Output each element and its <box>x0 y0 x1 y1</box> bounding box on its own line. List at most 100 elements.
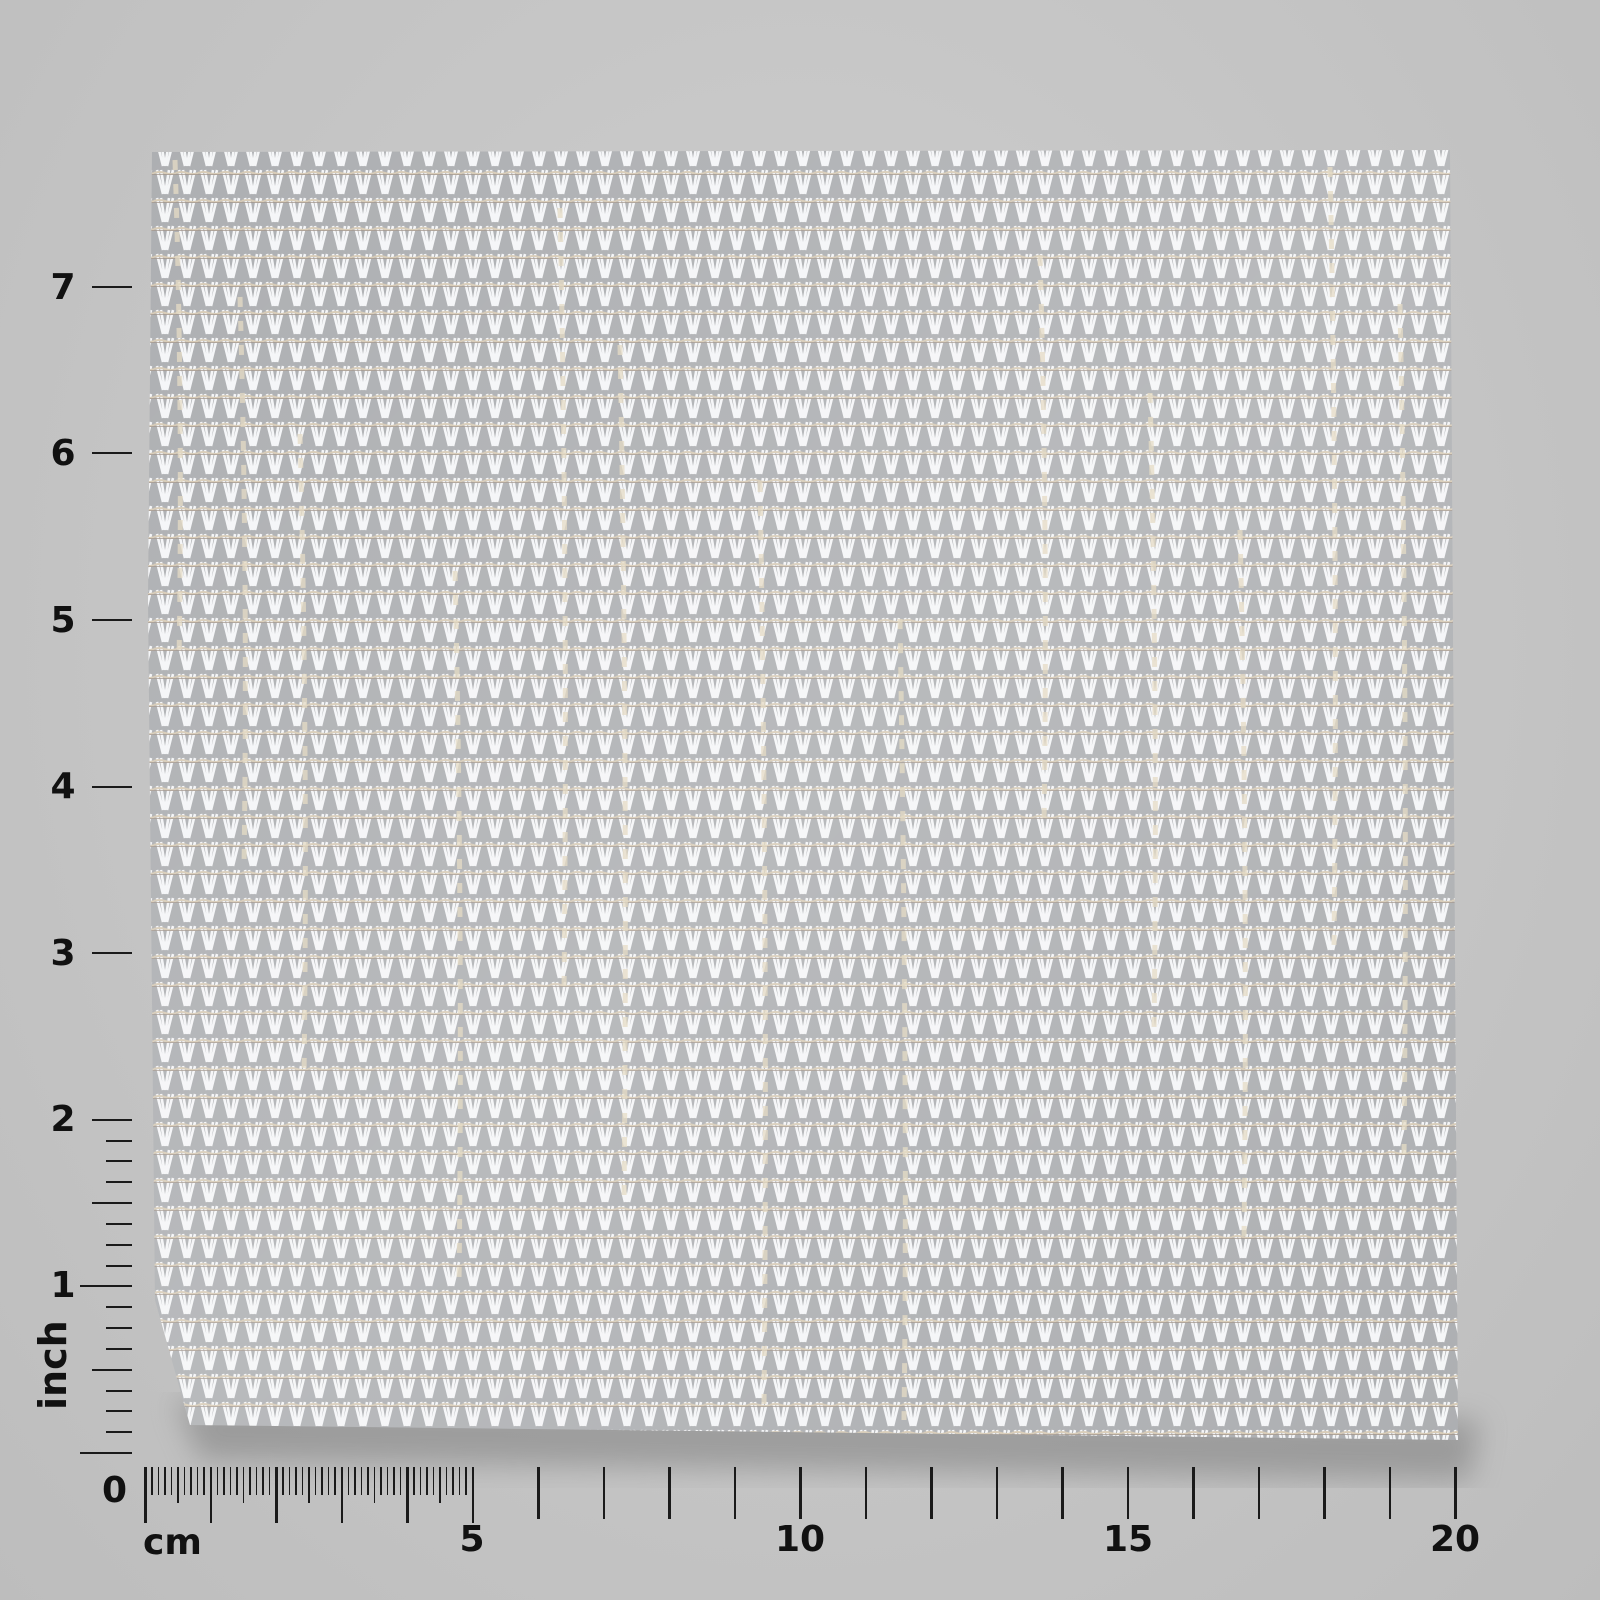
mm-tick <box>321 1467 323 1495</box>
slub-yarn <box>557 207 568 993</box>
inch-label-3: 3 <box>50 933 76 974</box>
mm-tick <box>367 1467 369 1495</box>
mm-tick <box>380 1467 382 1495</box>
inch-minor-tick <box>106 1410 132 1413</box>
mm-tick <box>268 1467 271 1495</box>
mm-tick <box>452 1467 454 1495</box>
mm-tick <box>216 1467 219 1495</box>
inch-minor-tick <box>106 1327 132 1330</box>
inch-major-tick <box>92 785 132 788</box>
mm-tick <box>393 1467 395 1495</box>
origin-label: 0 <box>102 1470 128 1511</box>
mm-tick <box>308 1467 310 1503</box>
slub-yarn <box>757 481 768 1409</box>
inch-minor-tick <box>106 1306 132 1309</box>
mm-tick <box>249 1467 251 1495</box>
inch-major-tick <box>80 1285 132 1288</box>
cm-major-tick <box>406 1467 409 1523</box>
cm-major-tick <box>471 1467 474 1523</box>
mm-tick <box>426 1467 428 1495</box>
cm-major-tick <box>275 1467 278 1523</box>
mm-tick <box>177 1467 179 1503</box>
slub-yarn <box>1037 255 1048 825</box>
cm-major-tick <box>1454 1467 1457 1519</box>
inch-minor-tick <box>106 1431 132 1434</box>
mm-tick <box>236 1467 238 1495</box>
inch-label-4: 4 <box>50 766 76 807</box>
cm-major-tick <box>1257 1467 1260 1519</box>
slub-yarn <box>1147 392 1158 1033</box>
inch-minor-tick <box>106 1264 132 1267</box>
mm-tick <box>413 1467 415 1495</box>
mm-tick <box>439 1467 441 1503</box>
mm-tick <box>223 1467 225 1495</box>
cm-label-20: 20 <box>1429 1519 1481 1560</box>
mm-tick <box>465 1467 467 1495</box>
cm-major-tick <box>144 1467 147 1523</box>
mm-tick <box>399 1467 402 1495</box>
cm-major-tick <box>668 1467 671 1519</box>
mm-tick <box>354 1467 356 1495</box>
inch-minor-tick <box>92 1368 132 1371</box>
cm-major-tick <box>1061 1467 1064 1519</box>
inch-minor-tick <box>106 1222 132 1225</box>
slub-yarn <box>237 296 248 869</box>
inch-label-1: 1 <box>50 1265 76 1306</box>
inch-minor-tick <box>106 1243 132 1246</box>
slub-yarn <box>452 570 463 1285</box>
mm-tick <box>301 1467 304 1495</box>
cm-major-tick <box>733 1467 736 1519</box>
slub-yarn <box>297 433 308 1077</box>
inch-minor-tick <box>106 1160 132 1163</box>
mm-tick <box>373 1467 376 1503</box>
slub-yarn <box>1397 303 1408 1157</box>
inch-label-7: 7 <box>50 267 76 308</box>
mm-tick <box>203 1467 205 1495</box>
inch-major-tick <box>92 1118 132 1121</box>
mm-tick <box>445 1467 448 1495</box>
mm-tick <box>432 1467 435 1495</box>
mm-tick <box>360 1467 363 1495</box>
inch-major-tick <box>80 1452 132 1454</box>
mm-tick <box>282 1467 284 1495</box>
cm-major-tick <box>340 1467 343 1523</box>
mm-tick <box>347 1467 350 1495</box>
inch-major-tick <box>92 285 132 288</box>
mm-tick <box>255 1467 258 1495</box>
mm-tick <box>419 1467 422 1495</box>
cm-major-tick <box>995 1467 998 1519</box>
mm-tick <box>242 1467 245 1503</box>
slub-yarn <box>1237 529 1248 1241</box>
inch-minor-tick <box>106 1389 132 1392</box>
mm-tick <box>157 1467 160 1495</box>
cm-label-5: 5 <box>459 1519 485 1560</box>
cm-major-tick <box>1192 1467 1195 1519</box>
mm-tick <box>458 1467 461 1495</box>
inch-major-tick <box>92 952 132 955</box>
cm-major-tick <box>864 1467 867 1519</box>
inch-minor-tick <box>92 1202 132 1205</box>
cm-major-tick <box>1323 1467 1326 1519</box>
inch-minor-tick <box>106 1347 132 1350</box>
inch-major-tick <box>92 452 132 455</box>
mm-tick <box>334 1467 336 1495</box>
cm-label-10: 10 <box>774 1519 826 1560</box>
slub-yarn <box>1327 166 1338 949</box>
cm-unit-label: cm <box>143 1522 202 1563</box>
mm-tick <box>386 1467 389 1495</box>
mm-tick <box>229 1467 232 1495</box>
inch-label-2: 2 <box>50 1099 76 1140</box>
mm-tick <box>196 1467 199 1495</box>
mm-tick <box>170 1467 173 1495</box>
cm-major-tick <box>602 1467 605 1519</box>
cm-major-tick <box>930 1467 933 1519</box>
mm-tick <box>295 1467 297 1495</box>
cm-major-tick <box>1126 1467 1129 1519</box>
mm-tick <box>327 1467 330 1495</box>
inch-minor-tick <box>106 1181 132 1184</box>
cm-major-tick <box>1388 1467 1391 1519</box>
mm-tick <box>288 1467 291 1495</box>
cm-label-15: 15 <box>1102 1519 1154 1560</box>
inch-label-6: 6 <box>50 433 76 474</box>
